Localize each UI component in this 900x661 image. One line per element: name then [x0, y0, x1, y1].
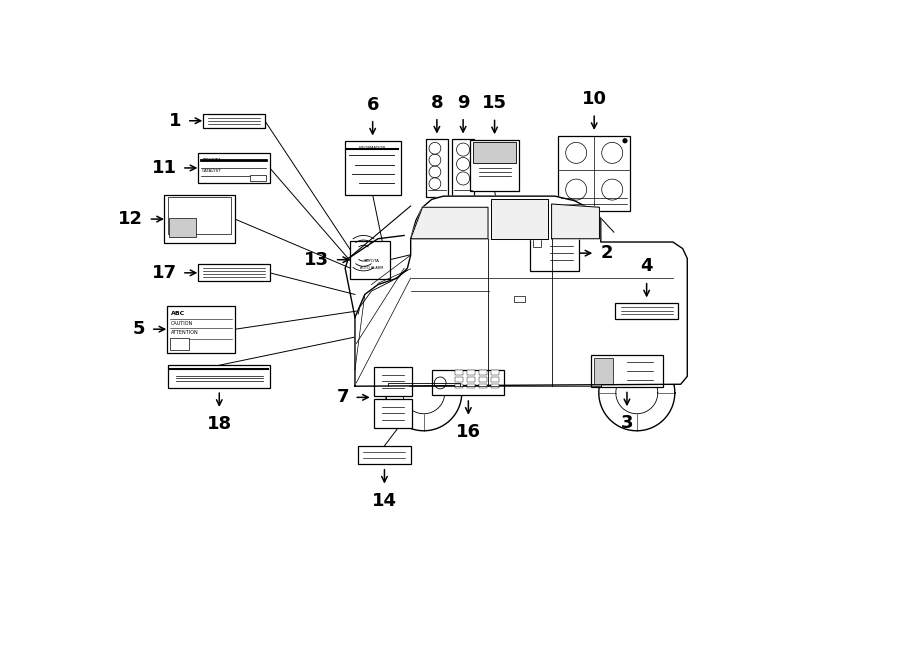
Text: 7: 7: [337, 389, 349, 407]
Polygon shape: [355, 229, 688, 386]
Text: 11: 11: [152, 159, 176, 177]
FancyBboxPatch shape: [467, 370, 475, 375]
Text: CAUTION: CAUTION: [171, 321, 194, 326]
FancyBboxPatch shape: [491, 383, 499, 388]
FancyBboxPatch shape: [467, 377, 475, 381]
FancyBboxPatch shape: [198, 153, 270, 182]
Polygon shape: [491, 200, 548, 239]
FancyBboxPatch shape: [164, 196, 235, 243]
Text: 6: 6: [366, 96, 379, 114]
Text: 15: 15: [482, 95, 507, 112]
Text: 13: 13: [304, 251, 329, 269]
Text: AUTO ALARM: AUTO ALARM: [360, 266, 383, 270]
FancyBboxPatch shape: [558, 136, 630, 211]
FancyBboxPatch shape: [250, 175, 266, 181]
Circle shape: [623, 138, 627, 143]
FancyBboxPatch shape: [470, 139, 519, 191]
Polygon shape: [410, 196, 601, 239]
Text: 12: 12: [118, 210, 143, 228]
FancyBboxPatch shape: [593, 358, 613, 384]
Text: ATTENTION: ATTENTION: [171, 330, 199, 335]
FancyBboxPatch shape: [453, 139, 474, 197]
FancyBboxPatch shape: [168, 198, 231, 234]
FancyBboxPatch shape: [479, 377, 487, 381]
Polygon shape: [598, 355, 675, 431]
Polygon shape: [552, 204, 599, 239]
FancyBboxPatch shape: [473, 142, 516, 163]
FancyBboxPatch shape: [168, 366, 270, 387]
FancyBboxPatch shape: [345, 141, 400, 195]
FancyBboxPatch shape: [432, 370, 504, 395]
Polygon shape: [386, 355, 462, 431]
FancyBboxPatch shape: [426, 139, 447, 197]
FancyBboxPatch shape: [358, 446, 410, 464]
Text: INFORMATION: INFORMATION: [359, 146, 386, 150]
Text: 16: 16: [456, 423, 481, 441]
Text: 10: 10: [581, 90, 607, 108]
FancyBboxPatch shape: [202, 114, 265, 128]
FancyBboxPatch shape: [616, 303, 678, 319]
Text: 14: 14: [372, 492, 397, 510]
Text: TOYOTA: TOYOTA: [202, 158, 221, 163]
FancyBboxPatch shape: [169, 217, 195, 237]
Text: 4: 4: [641, 257, 652, 276]
Text: 3: 3: [621, 414, 634, 432]
Text: 8: 8: [430, 94, 443, 112]
FancyBboxPatch shape: [198, 264, 270, 282]
FancyBboxPatch shape: [350, 241, 390, 279]
Text: 18: 18: [207, 415, 232, 433]
FancyBboxPatch shape: [479, 370, 487, 375]
FancyBboxPatch shape: [491, 370, 499, 375]
Text: 5: 5: [133, 320, 146, 338]
FancyBboxPatch shape: [166, 305, 235, 353]
Polygon shape: [410, 208, 488, 239]
Text: TOYOTA: TOYOTA: [364, 259, 379, 263]
FancyBboxPatch shape: [374, 367, 412, 396]
Text: 1: 1: [169, 112, 182, 130]
FancyBboxPatch shape: [455, 370, 464, 375]
FancyBboxPatch shape: [455, 377, 464, 381]
FancyBboxPatch shape: [514, 296, 525, 301]
Text: 17: 17: [152, 264, 176, 282]
FancyBboxPatch shape: [530, 235, 580, 271]
FancyBboxPatch shape: [374, 399, 412, 428]
FancyBboxPatch shape: [479, 383, 487, 388]
FancyBboxPatch shape: [467, 383, 475, 388]
FancyBboxPatch shape: [455, 383, 464, 388]
Text: 2: 2: [600, 244, 613, 262]
Text: CATALYST: CATALYST: [202, 169, 222, 173]
FancyBboxPatch shape: [491, 377, 499, 381]
FancyBboxPatch shape: [591, 356, 663, 387]
Text: ABC: ABC: [171, 311, 185, 316]
Text: 9: 9: [457, 94, 470, 112]
FancyBboxPatch shape: [170, 338, 190, 350]
FancyBboxPatch shape: [533, 238, 541, 247]
